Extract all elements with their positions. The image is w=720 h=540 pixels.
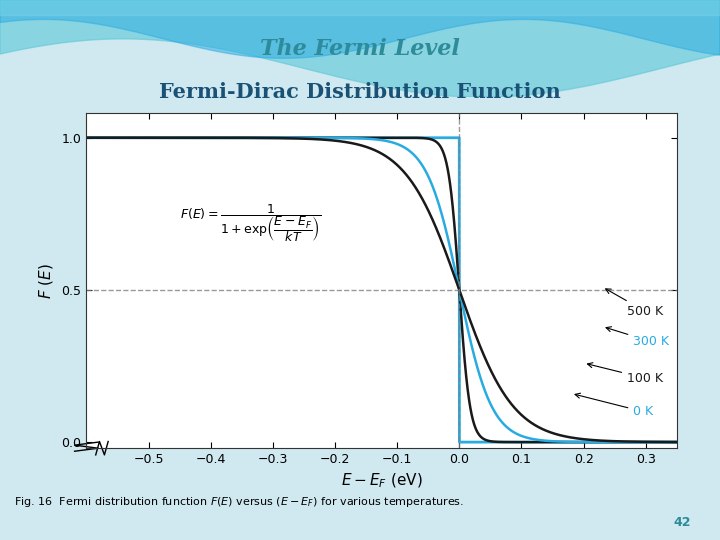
Text: 100 K: 100 K [588, 363, 663, 384]
Text: The Fermi Level: The Fermi Level [260, 38, 460, 59]
X-axis label: $E - E_F$ (eV): $E - E_F$ (eV) [341, 471, 423, 490]
Text: Fermi-Dirac Distribution Function: Fermi-Dirac Distribution Function [159, 82, 561, 102]
Y-axis label: $F$ ($E$): $F$ ($E$) [37, 263, 55, 299]
Text: 300 K: 300 K [606, 327, 670, 348]
Text: $F(E) = \dfrac{1}{1 + \exp\!\left(\dfrac{E - E_F}{kT}\right)}$: $F(E) = \dfrac{1}{1 + \exp\!\left(\dfrac… [179, 202, 321, 244]
Text: 0 K: 0 K [575, 393, 654, 418]
Text: Fig. 16  Fermi distribution function $F(E)$ versus $(E - E_F)$ for various tempe: Fig. 16 Fermi distribution function $F(E… [14, 495, 464, 509]
Text: 500 K: 500 K [606, 289, 663, 318]
Text: 42: 42 [674, 516, 691, 529]
